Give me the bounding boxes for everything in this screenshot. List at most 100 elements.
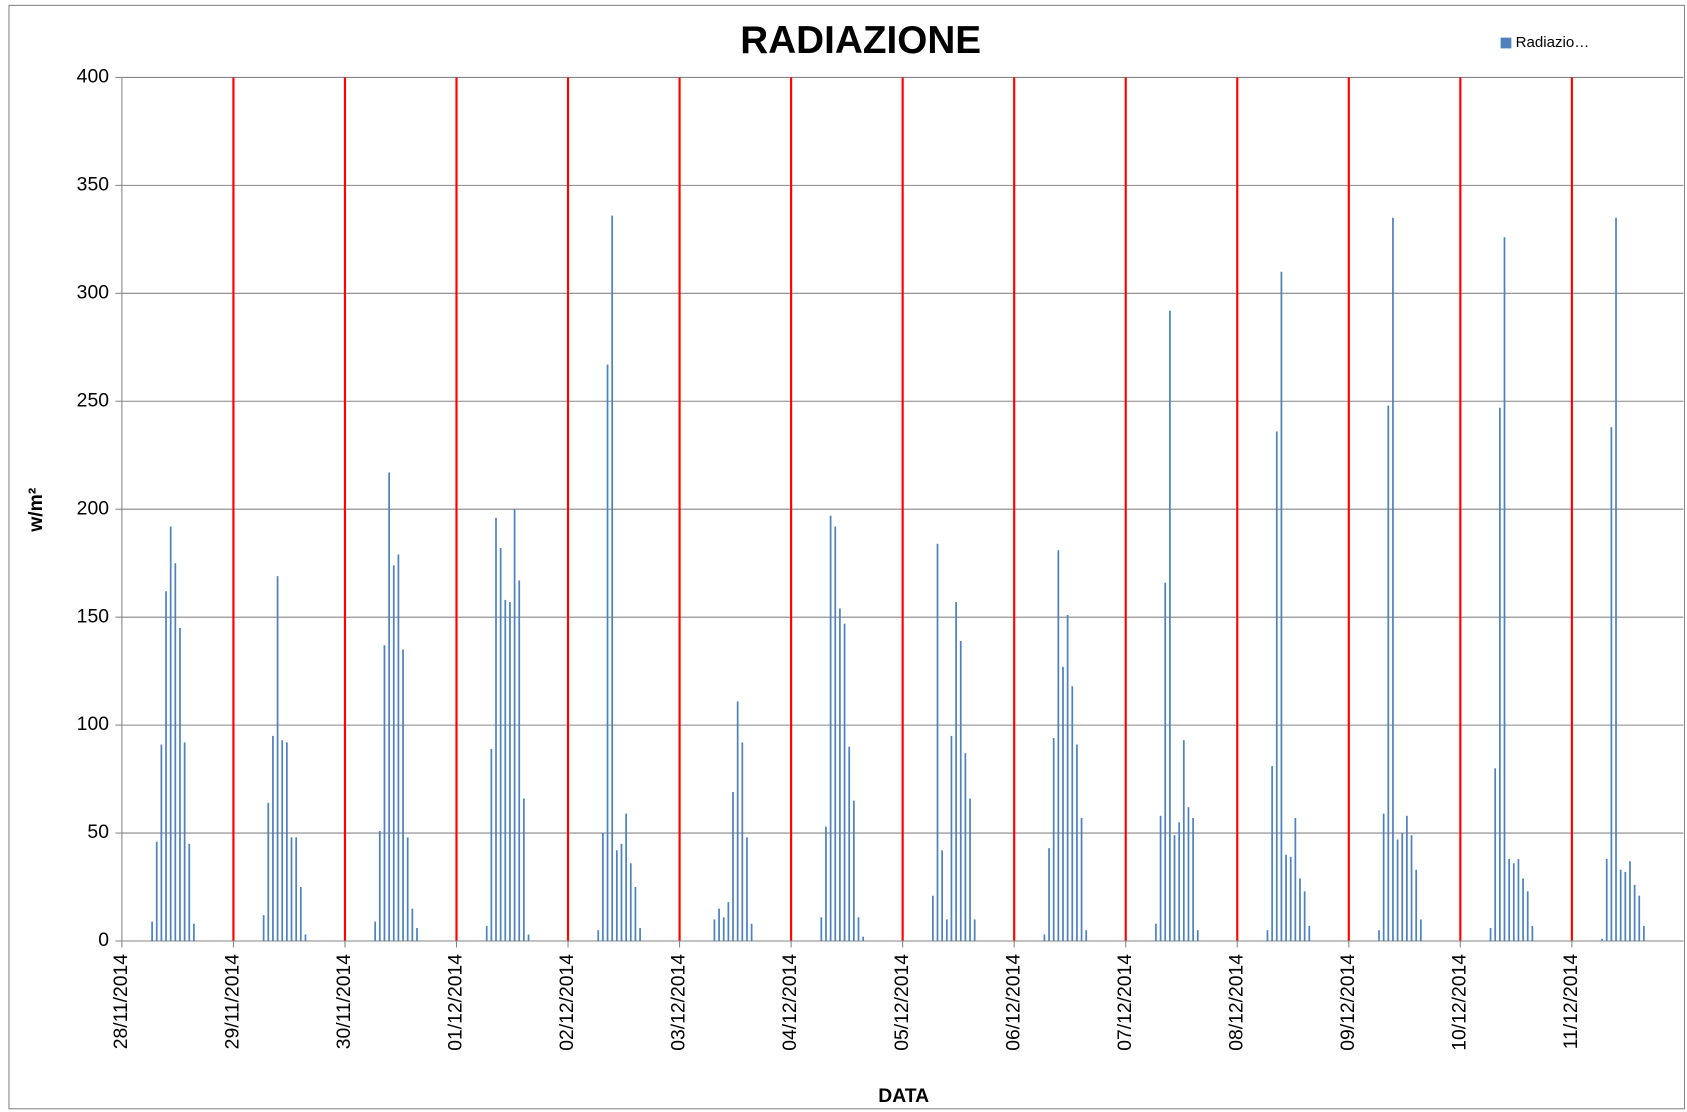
bar [504, 599, 507, 942]
bar [848, 746, 851, 942]
bar [495, 517, 497, 942]
chart-title: RADIAZIONE [740, 19, 981, 62]
x-tick-label: 07/12/2014 [1114, 954, 1136, 1051]
legend-swatch [1500, 37, 1512, 49]
bar [843, 623, 846, 942]
bar [1062, 666, 1064, 942]
bar [1308, 925, 1311, 942]
bar [374, 921, 377, 942]
bar [955, 602, 957, 942]
bar [165, 591, 167, 942]
bar [1187, 807, 1190, 942]
bar [509, 602, 511, 942]
x-tick-label: 02/12/2014 [556, 954, 578, 1051]
bar [736, 701, 739, 942]
bar [634, 887, 637, 942]
bar [606, 364, 609, 942]
y-tick-label: 250 [77, 389, 109, 411]
bar [741, 742, 744, 942]
bar [936, 543, 939, 942]
bar [1303, 891, 1306, 942]
bar [1076, 744, 1078, 942]
bar [1155, 923, 1157, 942]
bar [1522, 878, 1524, 942]
bar [1085, 930, 1088, 942]
y-tick-label: 0 [98, 929, 109, 951]
bar [945, 919, 948, 942]
bar [1173, 835, 1176, 942]
y-tick-label: 200 [77, 497, 109, 519]
bar [151, 921, 153, 942]
bar [1271, 766, 1273, 942]
bar [1294, 817, 1297, 942]
bar [179, 627, 181, 942]
bar [857, 917, 860, 942]
bar [1498, 407, 1501, 942]
bar [1392, 217, 1394, 942]
bar [383, 645, 386, 942]
x-tick-label: 01/12/2014 [445, 954, 467, 1051]
bar [1048, 848, 1050, 942]
bar [155, 841, 158, 942]
bar [950, 735, 953, 942]
bar [1615, 217, 1617, 942]
x-tick-label: 08/12/2014 [1225, 954, 1247, 1051]
y-tick-label: 400 [77, 66, 109, 88]
bar [1164, 582, 1167, 942]
bar [746, 837, 748, 942]
bar [397, 554, 400, 942]
bar [290, 837, 293, 942]
y-axis-label: w/m² [25, 487, 47, 533]
x-axis-label: DATA [878, 1085, 929, 1107]
bar [299, 887, 302, 942]
bar [1289, 856, 1292, 942]
bar [304, 934, 307, 942]
bar [1624, 871, 1627, 942]
chart-frame [8, 4, 1686, 1110]
bar [1610, 427, 1613, 942]
bar [625, 813, 627, 942]
bar [1494, 768, 1497, 942]
bar [1601, 938, 1603, 942]
bar [1066, 615, 1069, 942]
bar [722, 917, 725, 942]
bar [620, 843, 623, 942]
bar [188, 843, 191, 942]
bar [392, 565, 395, 942]
bar [402, 649, 404, 942]
bar [272, 735, 274, 942]
bar [941, 850, 944, 942]
bar [1605, 858, 1608, 942]
bar [1401, 833, 1404, 942]
bar [969, 798, 971, 942]
bar [406, 837, 409, 942]
bar [852, 800, 855, 942]
bar [499, 548, 502, 942]
legend-label: Radiazio… [1516, 34, 1590, 51]
bar [1508, 858, 1510, 942]
bar [597, 930, 600, 942]
bar [1266, 930, 1269, 942]
bar [281, 740, 284, 942]
bar [1489, 928, 1492, 942]
bar [629, 863, 632, 942]
bar [160, 744, 163, 942]
bar [174, 563, 177, 942]
bar [1643, 925, 1645, 942]
bar [1299, 878, 1301, 942]
x-tick-label: 30/11/2014 [333, 954, 355, 1050]
x-tick-label: 10/12/2014 [1448, 954, 1470, 1051]
bar [523, 798, 525, 942]
bar [1419, 919, 1422, 942]
bar [931, 895, 934, 942]
bar [1633, 884, 1636, 942]
x-tick-label: 11/12/2014 [1560, 954, 1582, 1050]
bar [1503, 237, 1506, 942]
y-tick-label: 300 [77, 281, 109, 303]
bar [295, 837, 298, 942]
bar [1382, 813, 1385, 942]
bar [1619, 869, 1622, 942]
bar [718, 908, 720, 942]
bar [1517, 858, 1520, 942]
